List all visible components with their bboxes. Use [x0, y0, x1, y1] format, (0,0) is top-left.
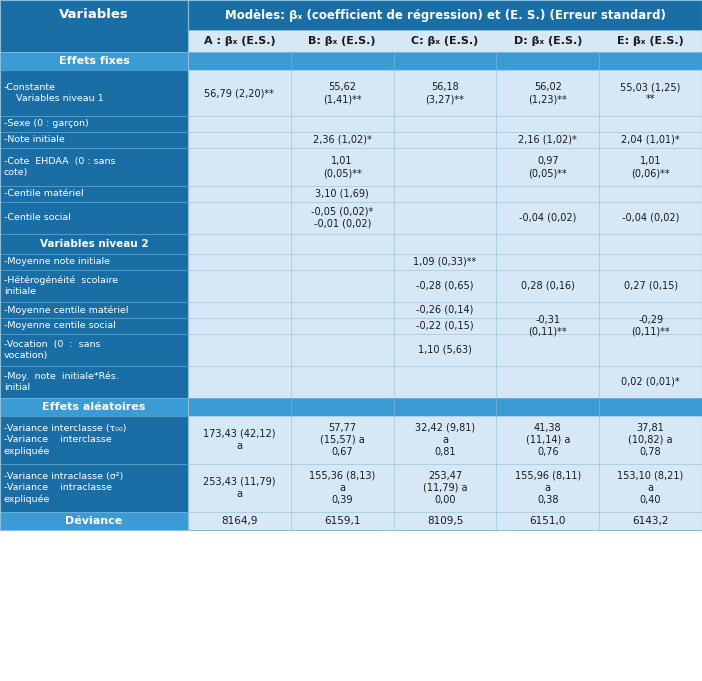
Text: 32,42 (9,81)
a
0,81: 32,42 (9,81) a 0,81 — [415, 423, 475, 457]
Bar — [291, 302, 394, 318]
Bar — [0, 270, 188, 302]
Bar — [0, 318, 188, 334]
Text: 56,02
(1,23)**: 56,02 (1,23)** — [529, 82, 567, 104]
Bar — [496, 334, 600, 366]
Text: 6159,1: 6159,1 — [324, 516, 360, 526]
Text: 41,38
(11,14) a
0,76: 41,38 (11,14) a 0,76 — [526, 423, 570, 457]
Text: -Variance interclasse (τ₀₀)
-Variance    interclasse
expliquée: -Variance interclasse (τ₀₀) -Variance in… — [4, 424, 126, 456]
Bar — [0, 148, 188, 186]
Bar — [188, 416, 291, 464]
Bar — [0, 30, 188, 52]
Bar — [496, 416, 600, 464]
Bar — [0, 512, 188, 530]
Bar — [291, 512, 394, 530]
Text: -Cote  EHDAA  (0 : sans
cote): -Cote EHDAA (0 : sans cote) — [4, 157, 116, 177]
Bar — [188, 202, 291, 234]
Bar — [188, 116, 291, 132]
Text: 56,18
(3,27)**: 56,18 (3,27)** — [425, 82, 465, 104]
Text: -0,31
(0,11)**: -0,31 (0,11)** — [529, 315, 567, 337]
Bar — [496, 70, 600, 116]
Bar — [0, 464, 188, 512]
Bar — [394, 366, 496, 398]
Bar — [496, 366, 600, 398]
Text: -0,04 (0,02): -0,04 (0,02) — [622, 213, 680, 223]
Text: -0,04 (0,02): -0,04 (0,02) — [519, 213, 576, 223]
Bar — [0, 302, 188, 318]
Bar — [394, 302, 496, 318]
Bar — [291, 148, 394, 186]
Bar — [394, 416, 496, 464]
Text: -Moyenne centile social: -Moyenne centile social — [4, 321, 116, 330]
Bar — [394, 116, 496, 132]
Bar — [600, 334, 702, 366]
Bar — [188, 512, 291, 530]
Text: 155,36 (8,13)
a
0,39: 155,36 (8,13) a 0,39 — [309, 471, 376, 505]
Text: 173,43 (42,12)
a: 173,43 (42,12) a — [203, 429, 276, 451]
Bar — [188, 334, 291, 366]
Text: A : βₓ (E.S.): A : βₓ (E.S.) — [204, 36, 275, 46]
Text: -0,29
(0,11)**: -0,29 (0,11)** — [631, 315, 670, 337]
Text: 155,96 (8,11)
a
0,38: 155,96 (8,11) a 0,38 — [515, 471, 581, 505]
Text: 153,10 (8,21)
a
0,40: 153,10 (8,21) a 0,40 — [618, 471, 684, 505]
Bar — [291, 116, 394, 132]
Bar — [600, 270, 702, 302]
Bar — [291, 270, 394, 302]
Text: 8109,5: 8109,5 — [427, 516, 463, 526]
Bar — [291, 318, 394, 334]
Text: 6143,2: 6143,2 — [633, 516, 669, 526]
Bar — [0, 0, 188, 30]
Bar — [291, 254, 394, 270]
Text: -Vocation  (0  :  sans
vocation): -Vocation (0 : sans vocation) — [4, 340, 100, 360]
Text: 1,10 (5,63): 1,10 (5,63) — [418, 345, 472, 355]
Bar — [188, 186, 291, 202]
Text: 253,43 (11,79)
a: 253,43 (11,79) a — [203, 477, 276, 499]
Text: 55,03 (1,25)
**: 55,03 (1,25) ** — [621, 82, 681, 104]
Bar — [496, 464, 600, 512]
Bar — [600, 70, 702, 116]
Bar — [394, 30, 496, 52]
Text: -Moyenne centile matériel: -Moyenne centile matériel — [4, 305, 128, 315]
Text: 2,04 (1,01)*: 2,04 (1,01)* — [621, 135, 680, 145]
Text: -Constante
    Variables niveau 1: -Constante Variables niveau 1 — [4, 83, 104, 103]
Bar — [188, 464, 291, 512]
Text: -Note initiale: -Note initiale — [4, 136, 65, 144]
Bar — [496, 186, 600, 202]
Text: 6151,0: 6151,0 — [529, 516, 566, 526]
Bar — [394, 318, 496, 334]
Bar — [291, 186, 394, 202]
Text: -Variance intraclasse (σ²)
-Variance    intraclasse
expliquée: -Variance intraclasse (σ²) -Variance int… — [4, 473, 124, 503]
Bar — [600, 464, 702, 512]
Bar — [291, 416, 394, 464]
Bar — [0, 334, 188, 366]
Text: Effets aléatoires: Effets aléatoires — [42, 402, 146, 412]
Bar — [394, 148, 496, 186]
Bar — [0, 186, 188, 202]
Text: -0,26 (0,14): -0,26 (0,14) — [416, 305, 474, 315]
Bar — [394, 254, 496, 270]
Bar — [496, 132, 600, 148]
Text: -Centile matériel: -Centile matériel — [4, 189, 84, 198]
Bar — [600, 30, 702, 52]
Text: 2,36 (1,02)*: 2,36 (1,02)* — [313, 135, 371, 145]
Bar — [600, 416, 702, 464]
Text: -Centile social: -Centile social — [4, 214, 71, 223]
Bar — [600, 186, 702, 202]
Text: -0,22 (0,15): -0,22 (0,15) — [416, 321, 474, 331]
Text: E: βₓ (E.S.): E: βₓ (E.S.) — [617, 36, 684, 46]
Text: -0,05 (0,02)*
-0,01 (0,02): -0,05 (0,02)* -0,01 (0,02) — [311, 207, 373, 229]
Bar — [291, 334, 394, 366]
Bar — [291, 366, 394, 398]
Text: 1,01
(0,05)**: 1,01 (0,05)** — [323, 156, 362, 178]
Text: B: βₓ (E.S.): B: βₓ (E.S.) — [308, 36, 376, 46]
Bar — [291, 234, 394, 254]
Text: 0,28 (0,16): 0,28 (0,16) — [521, 281, 575, 291]
Text: 37,81
(10,82) a
0,78: 37,81 (10,82) a 0,78 — [628, 423, 673, 457]
Bar — [0, 366, 188, 398]
Text: Variables niveau 2: Variables niveau 2 — [40, 239, 148, 249]
Bar — [188, 366, 291, 398]
Bar — [0, 398, 702, 416]
Text: C: βₓ (E.S.): C: βₓ (E.S.) — [411, 36, 479, 46]
Bar — [600, 254, 702, 270]
Bar — [600, 148, 702, 186]
Text: 2,16 (1,02)*: 2,16 (1,02)* — [518, 135, 577, 145]
